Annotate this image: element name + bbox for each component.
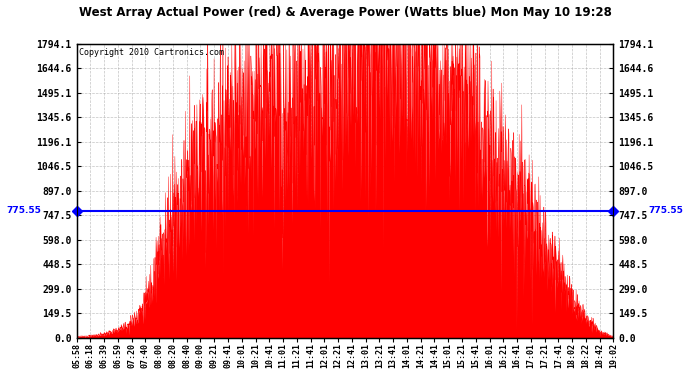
Text: West Array Actual Power (red) & Average Power (Watts blue) Mon May 10 19:28: West Array Actual Power (red) & Average …: [79, 6, 611, 19]
Text: 775.55: 775.55: [7, 206, 41, 215]
Text: Copyright 2010 Cartronics.com: Copyright 2010 Cartronics.com: [79, 48, 224, 57]
Text: 775.55: 775.55: [649, 206, 683, 215]
